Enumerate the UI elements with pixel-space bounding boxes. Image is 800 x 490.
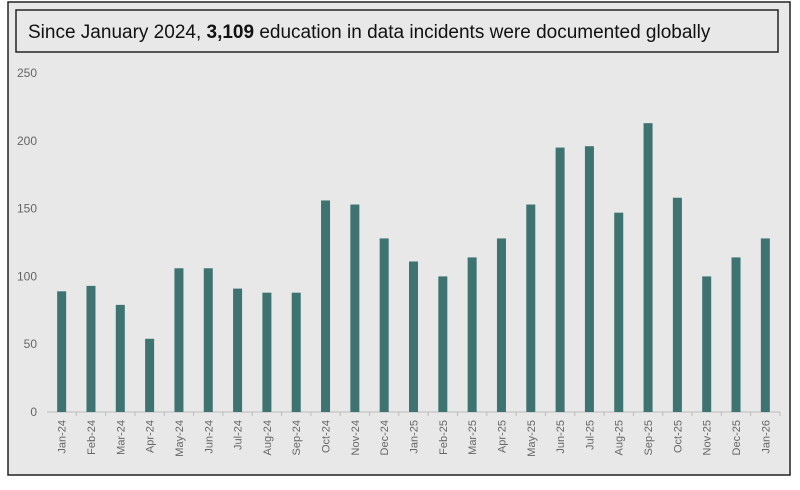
y-tick-label: 200 [17,134,37,148]
bar [233,288,243,412]
x-tick-label: Nov-25 [702,420,714,455]
title-box [15,9,779,53]
x-tick-label: Oct-24 [321,420,333,453]
x-tick-label: Feb-25 [438,420,450,455]
title-number: 3,109 [207,22,255,43]
x-tick-label: Jan-26 [760,420,772,454]
bar [174,268,184,412]
y-tick-label: 0 [30,405,37,419]
x-tick-label: Jun-24 [203,420,215,454]
bar [203,268,213,412]
bar [262,292,272,412]
x-tick-label: Jan-25 [409,420,421,454]
x-tick-label: Oct-25 [672,420,684,453]
y-tick-label: 50 [24,337,38,351]
bar [321,200,331,412]
title-text: education in data incidents were documen… [254,22,711,43]
bar [350,204,360,412]
x-tick-label: Nov-24 [350,420,362,455]
bar [115,304,125,412]
x-tick-label: Feb-24 [86,420,98,455]
x-tick-label: Dec-25 [731,420,743,455]
x-tick-label: Aug-25 [614,420,626,455]
bar [672,197,682,412]
bar [145,338,155,412]
y-tick-label: 250 [17,66,37,80]
bar [614,212,624,412]
bar [731,257,741,412]
bar [409,261,418,412]
bar [86,285,96,412]
bar [760,238,770,412]
y-tick-label: 100 [17,269,37,283]
x-tick-label: Jun-25 [555,420,567,454]
bar [57,291,67,412]
x-tick-label: Dec-24 [379,420,391,455]
x-tick-label: Apr-25 [496,420,508,453]
bar [496,238,506,412]
title-text: Since January 2024, [28,22,207,43]
chart-title: Since January 2024, 3,109 education in d… [28,22,711,43]
x-tick-label: May-25 [526,420,538,457]
bar [702,276,712,412]
x-tick-label: Mar-25 [467,420,479,455]
bar [291,292,301,412]
x-tick-label: Apr-24 [145,420,157,453]
x-tick-label: Mar-24 [115,420,127,455]
y-tick-label: 150 [17,202,37,216]
bar [643,123,653,412]
x-tick-label: Sep-25 [643,420,655,455]
bar [467,257,477,412]
bar [555,147,565,412]
x-tick-label: Aug-24 [262,420,274,455]
bar [526,204,536,412]
chart-frame [7,1,791,476]
x-tick-label: Jan-24 [57,420,69,454]
x-tick-label: Jul-24 [233,420,245,450]
bar [584,146,594,412]
x-tick-label: May-24 [174,420,186,457]
bar [438,276,448,412]
bar [379,238,389,412]
x-tick-label: Jul-25 [584,420,596,450]
x-tick-label: Sep-24 [291,420,303,455]
